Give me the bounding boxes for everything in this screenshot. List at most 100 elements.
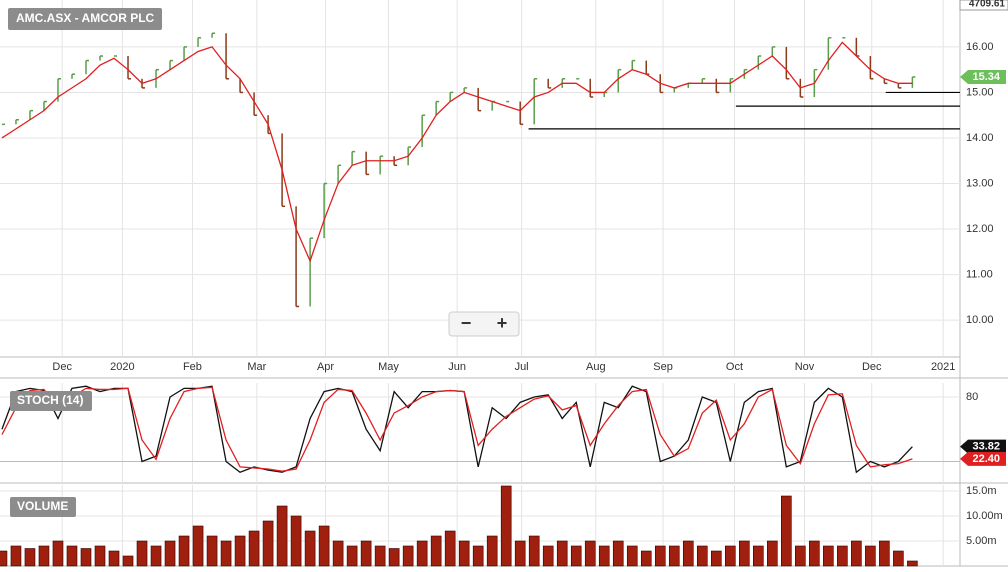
- series-line: [1, 386, 913, 472]
- volume-bar: [402, 545, 414, 567]
- y-tick-label: 16.00: [966, 41, 994, 53]
- volume-bar: [696, 545, 708, 567]
- volume-bar: [795, 545, 806, 567]
- x-tick-label: Nov: [795, 361, 815, 373]
- volume-bar: [668, 545, 680, 567]
- x-tick-label: Dec: [52, 361, 72, 373]
- volume-bar: [304, 530, 316, 567]
- x-tick-label: 2021: [931, 361, 955, 373]
- volume-bar: [206, 535, 218, 567]
- volume-bar: [879, 540, 890, 567]
- volume-bar: [276, 505, 288, 567]
- x-tick-label: Feb: [183, 361, 202, 373]
- volume-bar: [682, 540, 694, 567]
- zoom-out-button[interactable]: −: [461, 313, 472, 333]
- volume-bar: [52, 540, 64, 567]
- volume-bar: [626, 545, 638, 567]
- volume-bar: [654, 545, 666, 567]
- last-value-tag: [960, 439, 1006, 454]
- stoch-tag: [10, 391, 92, 411]
- volume-bar: [724, 545, 736, 567]
- volume-bar: [837, 545, 848, 567]
- volume-bar: [94, 545, 106, 567]
- volume-tag: [10, 497, 76, 517]
- volume-bar: [108, 550, 120, 567]
- y-tick-label: 10.00m: [966, 510, 1003, 522]
- volume-bar: [150, 545, 162, 567]
- volume-bar: [290, 515, 302, 567]
- y-tick-label: 12.00: [966, 223, 994, 235]
- volume-bar: [220, 540, 232, 567]
- volume-bar: [122, 555, 134, 567]
- volume-bar: [486, 535, 498, 567]
- x-tick-label: Aug: [586, 361, 606, 373]
- volume-bar: [248, 530, 260, 567]
- volume-bar: [584, 540, 596, 567]
- volume-bar: [710, 550, 722, 567]
- zoom-in-button[interactable]: +: [497, 313, 508, 333]
- y-tick-label: 5.00m: [966, 535, 997, 547]
- volume-bar: [346, 545, 358, 567]
- volume-bar: [262, 520, 274, 567]
- x-tick-label: Oct: [726, 361, 743, 373]
- volume-bar: [178, 535, 190, 567]
- x-tick-label: 2020: [110, 361, 134, 373]
- volume-bar: [781, 495, 792, 567]
- volume-bar: [542, 545, 554, 567]
- volume-bar: [430, 535, 442, 567]
- volume-bar: [739, 540, 750, 567]
- volume-bar: [865, 545, 876, 567]
- volume-bar: [24, 548, 36, 567]
- volume-bar: [66, 545, 78, 567]
- volume-bar: [234, 535, 246, 567]
- last-value-label: 33.82: [972, 441, 1000, 453]
- volume-bar: [458, 540, 470, 567]
- y-tick-label: 13.00: [966, 177, 994, 189]
- volume-bar: [192, 525, 204, 567]
- last-value-label: 15.34: [972, 71, 1000, 83]
- volume-bar: [612, 540, 624, 567]
- volume-bar: [360, 540, 372, 567]
- volume-bar: [388, 548, 400, 567]
- y-tick-label: 80: [966, 391, 978, 403]
- volume-bar: [416, 540, 428, 567]
- volume-bar: [514, 540, 526, 567]
- y-tick-label: 10.00: [966, 314, 994, 326]
- x-tick-label: May: [378, 361, 399, 373]
- last-value-tag: [960, 69, 1006, 84]
- chart-title: AMC.ASX - AMCOR PLC: [16, 11, 155, 25]
- x-tick-label: Sep: [653, 361, 673, 373]
- volume-bar: [38, 545, 50, 567]
- volume-bar: [767, 540, 778, 567]
- index-label: 4709.61: [969, 0, 1006, 10]
- index-tag: [959, 0, 1008, 11]
- volume-bar: [472, 545, 484, 567]
- x-tick-label: Mar: [247, 361, 266, 373]
- x-tick-label: Jun: [448, 361, 466, 373]
- volume-bar: [640, 550, 652, 567]
- volume-bar: [893, 550, 904, 567]
- x-tick-label: Dec: [862, 361, 882, 373]
- last-value-tag: [960, 451, 1006, 466]
- panel-title: VOLUME: [17, 499, 68, 513]
- zoom-controls: [448, 311, 520, 337]
- y-tick-label: 14.00: [966, 132, 994, 144]
- volume-bar: [809, 540, 820, 567]
- volume-bar: [332, 540, 344, 567]
- series-line: [1, 41, 913, 263]
- volume-bar: [80, 548, 92, 567]
- volume-bar: [528, 535, 540, 567]
- panel-title: STOCH (14): [17, 393, 83, 407]
- last-value-label: 22.40: [972, 453, 1000, 465]
- y-tick-label: 15.0m: [966, 485, 997, 497]
- volume-bar: [851, 540, 862, 567]
- volume-bar: [0, 550, 8, 567]
- x-tick-label: Jul: [515, 361, 529, 373]
- y-tick-label: 11.00: [966, 268, 993, 280]
- x-tick-label: Apr: [317, 361, 334, 373]
- volume-bar: [500, 485, 512, 567]
- volume-bar: [570, 545, 582, 567]
